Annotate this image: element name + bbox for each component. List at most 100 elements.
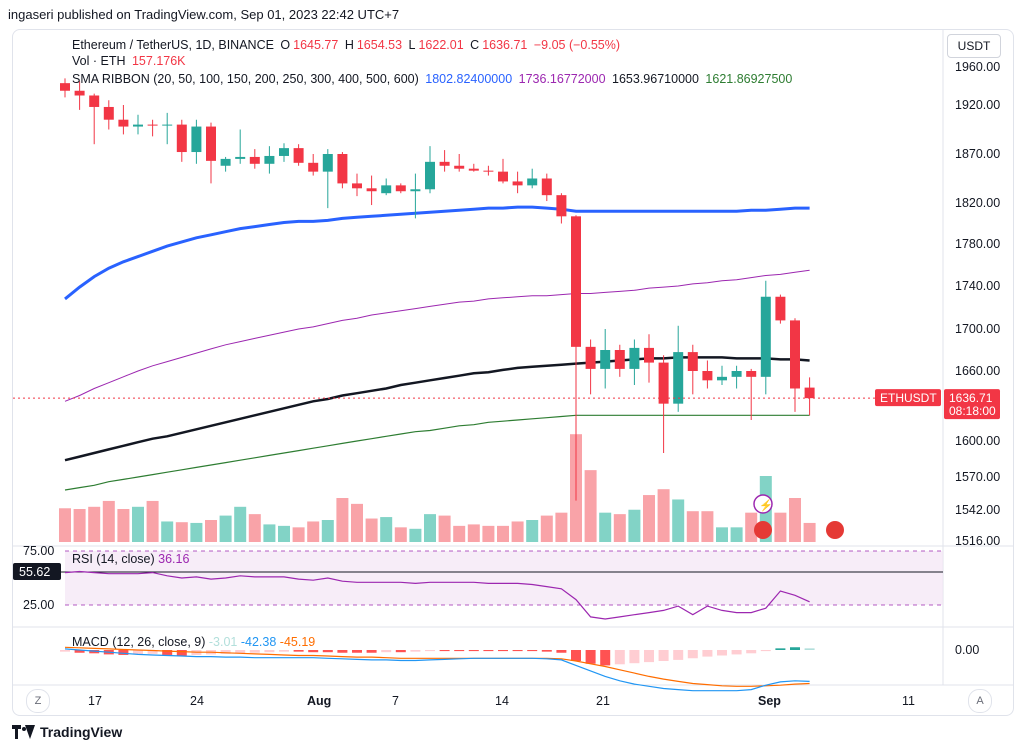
volume-bar xyxy=(482,525,495,542)
sma-legend[interactable]: SMA RIBBON (20, 50, 100, 150, 200, 250, … xyxy=(72,72,795,86)
ohlc-legend: Ethereum / TetherUS, 1D, BINANCE O 1645.7… xyxy=(72,38,623,52)
candle-body xyxy=(614,350,625,369)
volume-bar xyxy=(117,509,130,542)
macd-legend[interactable]: MACD (12, 26, close, 9) -3.01 -42.38 -45… xyxy=(72,635,315,649)
volume-bar xyxy=(643,495,655,542)
volume-bar xyxy=(73,509,86,542)
volume-bar xyxy=(248,514,261,542)
volume-bar xyxy=(716,527,728,542)
rsi-tick-label: 25.00 xyxy=(23,598,54,612)
macd-histogram-bar xyxy=(220,650,231,654)
volume-bar xyxy=(453,525,466,542)
price-tick-label: 1920.00 xyxy=(955,98,1000,112)
candle-body xyxy=(760,296,771,377)
candle-body xyxy=(381,185,392,194)
volume-value: 157.176K xyxy=(131,54,186,68)
sma-line-blue xyxy=(64,205,810,301)
macd-signal-value: -45.19 xyxy=(279,635,316,649)
candle-body xyxy=(89,95,100,107)
sma-value-2: 1736.16772000 xyxy=(518,72,606,86)
candle-body xyxy=(439,161,450,166)
macd-histogram-bar xyxy=(571,650,581,661)
macd-histogram-bar xyxy=(717,650,727,656)
rsi-line xyxy=(64,570,810,620)
volume-bar xyxy=(467,524,480,542)
volume-bar xyxy=(132,506,144,542)
volume-bar xyxy=(511,521,524,542)
macd-histogram-bar xyxy=(775,648,786,650)
macd-tick-label: 0.00 xyxy=(955,643,979,657)
volume-bar xyxy=(146,500,159,542)
volume-bar xyxy=(803,522,816,542)
low-value: 1622.01 xyxy=(418,38,464,52)
close-label: C xyxy=(470,38,480,52)
open-value: 1645.77 xyxy=(293,38,339,52)
candle-body xyxy=(308,162,319,172)
candle-body xyxy=(585,346,596,369)
candle-body xyxy=(804,387,815,399)
candle-body xyxy=(220,158,231,166)
candle-body xyxy=(717,376,727,381)
candle-body xyxy=(425,161,435,190)
candle-body xyxy=(687,352,698,371)
price-tag-value: 1636.71 xyxy=(949,391,993,405)
candle-body xyxy=(410,189,421,192)
candle-body xyxy=(468,168,479,171)
volume-legend[interactable]: Vol · ETH 157.176K xyxy=(72,54,189,68)
sma-label: SMA RIBBON (20, 50, 100, 150, 200, 250, … xyxy=(72,72,419,86)
volume-bar xyxy=(102,500,115,542)
macd-histogram-bar xyxy=(133,650,143,655)
volume-bar xyxy=(205,520,217,542)
brand-name: TradingView xyxy=(40,724,123,740)
candle-body xyxy=(483,170,494,172)
volume-bar xyxy=(409,528,422,542)
price-tick-label: 1600.00 xyxy=(955,434,1000,448)
candle-body xyxy=(249,156,260,164)
volume-bar xyxy=(161,521,174,542)
candle-body xyxy=(60,83,70,91)
volume-bar xyxy=(380,517,393,542)
chart-frame[interactable]: 1960.00 1920.00 1870.00 1820.00 1780.00 1740.… xyxy=(12,29,1014,716)
macd-histogram-bar xyxy=(760,650,771,652)
candle-body xyxy=(556,195,567,217)
timezone-button[interactable]: Z xyxy=(26,689,50,713)
volume-bar xyxy=(672,499,685,542)
macd-histogram-bar xyxy=(308,650,319,653)
macd-histogram-bar xyxy=(527,650,538,652)
price-tick-label: 1660.00 xyxy=(955,364,1000,378)
volume-bar xyxy=(263,524,276,542)
volume-bar xyxy=(745,512,758,542)
time-tick-label: Sep xyxy=(758,694,781,708)
candle-body xyxy=(731,371,742,377)
macd-histogram-bar xyxy=(673,650,684,660)
rsi-legend[interactable]: RSI (14, close) 36.16 xyxy=(72,552,189,566)
auto-scale-button[interactable]: A xyxy=(968,689,992,713)
tradingview-logo: TradingView xyxy=(12,724,122,740)
volume-bar xyxy=(730,527,743,542)
volume-bar xyxy=(701,511,714,542)
candle-body xyxy=(702,371,713,381)
volume-bar xyxy=(424,514,436,542)
rsi-current-tag xyxy=(13,563,61,580)
price-tick-label: 1960.00 xyxy=(955,60,1000,74)
chart-canvas[interactable]: 1960.00 1920.00 1870.00 1820.00 1780.00 1740.… xyxy=(13,30,1013,715)
macd-histogram-bar xyxy=(118,650,129,655)
symbol-title[interactable]: Ethereum / TetherUS, 1D, BINANCE xyxy=(72,38,274,52)
macd-histogram-bar xyxy=(790,647,800,650)
volume-bar xyxy=(599,512,612,542)
candle-body xyxy=(512,181,523,186)
candle-body xyxy=(133,124,143,127)
macd-histogram-bar xyxy=(731,650,742,655)
currency-button[interactable]: USDT xyxy=(947,34,1001,58)
candle-body xyxy=(118,119,129,127)
open-label: O xyxy=(280,38,291,52)
volume-bar xyxy=(351,503,363,542)
sma-value-1: 1802.82400000 xyxy=(425,72,513,86)
volume-bar xyxy=(438,515,451,542)
price-tick-label: 1870.00 xyxy=(955,147,1000,161)
published-caption: ingaseri published on TradingView.com, S… xyxy=(8,7,400,22)
candle-body xyxy=(264,155,275,164)
low-label: L xyxy=(408,38,416,52)
macd-histogram-bar xyxy=(337,650,348,653)
candle-body xyxy=(629,347,640,369)
